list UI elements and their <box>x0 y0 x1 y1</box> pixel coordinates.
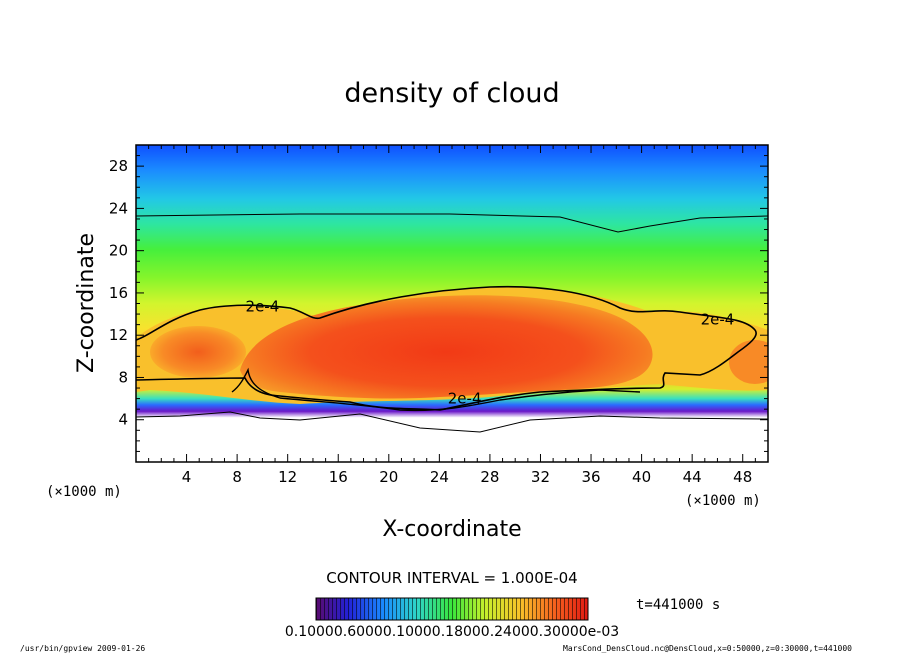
cloud-core <box>240 295 653 399</box>
x-tick-label: 48 <box>733 468 752 486</box>
time-label: t=441000 s <box>636 597 720 613</box>
contour-label: 2e-4 <box>246 298 280 316</box>
x-tick-label: 36 <box>581 468 600 486</box>
x-tick-label: 28 <box>480 468 499 486</box>
heatmap-field <box>136 145 768 462</box>
x-tick-label: 4 <box>182 468 192 486</box>
colorbar-tick-labels: 0.10000.60000.10000.18000.24000.30000e-0… <box>285 624 619 640</box>
y-tick-label: 12 <box>109 326 128 344</box>
x-units-left: (×1000 m) <box>46 484 122 500</box>
colorbar-frame <box>315 597 589 621</box>
colorbar-stripes <box>316 598 588 620</box>
contour-2e-4-outer <box>136 285 757 411</box>
x-tick-label: 20 <box>379 468 398 486</box>
y-tick-label: 20 <box>109 242 128 260</box>
x-tick-label: 32 <box>531 468 550 486</box>
y-tick-label: 4 <box>118 411 128 429</box>
x-tick-label: 8 <box>232 468 242 486</box>
lower-contour-line <box>136 411 768 433</box>
contour-2e-4-inner <box>231 367 641 412</box>
y-axis-label: Z-coordinate <box>74 233 99 373</box>
x-units-right: (×1000 m) <box>685 493 761 509</box>
x-axis-label: X-coordinate <box>382 517 521 542</box>
y-tick-label: 16 <box>109 284 128 302</box>
colorbar <box>315 597 589 621</box>
right-cell <box>729 340 768 384</box>
contour-interval-text: CONTOUR INTERVAL = 1.000E-04 <box>326 569 577 587</box>
y-tick-label: 24 <box>109 199 128 217</box>
x-tick-label: 44 <box>683 468 702 486</box>
x-tick-label: 16 <box>329 468 348 486</box>
contour-label: 2e-4 <box>448 390 482 408</box>
left-cell <box>150 326 246 378</box>
upper-contour-line <box>136 213 768 233</box>
footer-right: MarsCond_DensCloud.nc@DensCloud,x=0:5000… <box>563 644 852 653</box>
x-tick-label: 40 <box>632 468 651 486</box>
footer-left: /usr/bin/gpview 2009-01-26 <box>20 644 145 653</box>
y-tick-label: 28 <box>109 157 128 175</box>
y-tick-label: 8 <box>118 368 128 386</box>
contour-label: 2e-4 <box>701 310 735 328</box>
x-tick-label: 12 <box>278 468 297 486</box>
x-tick-label: 24 <box>430 468 449 486</box>
chart-title: density of cloud <box>344 78 559 109</box>
